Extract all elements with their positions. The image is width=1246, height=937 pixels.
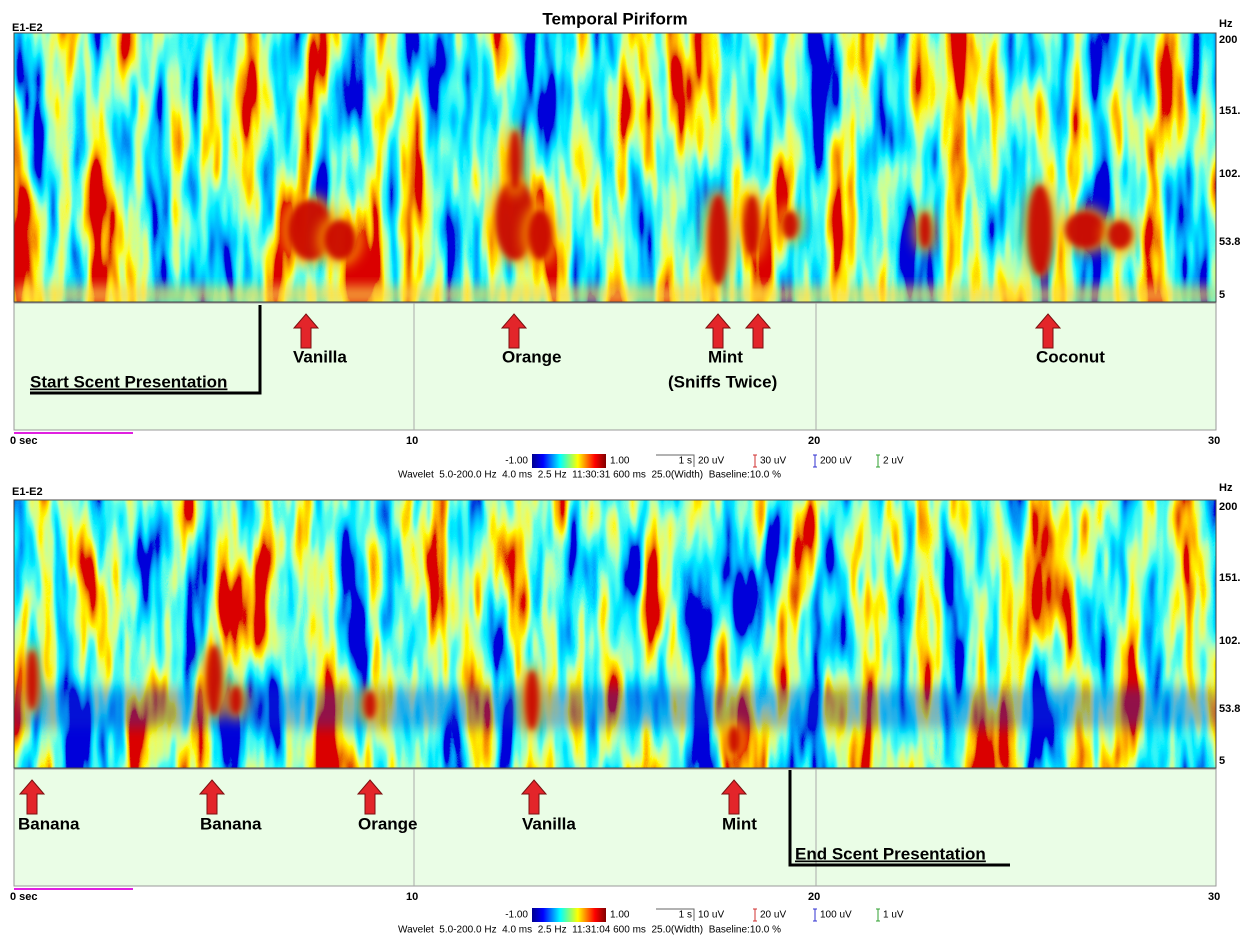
hot-spot	[528, 210, 552, 260]
colorbar	[532, 908, 606, 922]
time-scale: 1 s	[679, 456, 692, 467]
hot-spot	[1065, 212, 1105, 248]
low-band	[14, 688, 1216, 728]
hot-spot	[728, 726, 740, 754]
hot-spot	[744, 195, 760, 255]
hot-spot	[1028, 185, 1052, 275]
freq-label: 102.	[1219, 168, 1240, 180]
time-label: 10	[406, 891, 418, 903]
page: { "title": "Temporal Piriform", "panels"…	[0, 0, 1246, 937]
freq-label: 200	[1219, 34, 1237, 46]
bracket-label: Start Scent Presentation	[30, 372, 227, 391]
spectrogram	[14, 33, 1216, 304]
time-label: 0 sec	[10, 891, 38, 903]
time-label: 30	[1208, 891, 1220, 903]
screen: Temporal Piriform E1-E2 Hz 200 151. 102. 53.8 5…	[0, 0, 1246, 937]
channel-label: E1-E2	[12, 22, 43, 34]
hot-spot	[509, 130, 521, 190]
hot-spot	[230, 686, 242, 714]
time-label: 10	[406, 435, 418, 447]
freq-label: 151.	[1219, 572, 1240, 584]
marker-label: Vanilla	[522, 814, 576, 833]
wavelet-info: Wavelet 5.0-200.0 Hz 4.0 ms 2.5 Hz 11:30…	[398, 470, 781, 481]
time-scale: 1 s	[679, 910, 692, 921]
annotation-area	[14, 303, 1216, 430]
colorbar-max: 1.00	[610, 910, 630, 921]
scale-label: 2 uV	[883, 456, 904, 467]
hot-spot	[324, 220, 356, 260]
time-label: 0 sec	[10, 435, 38, 447]
hot-spot	[364, 691, 376, 719]
hot-spot	[782, 211, 798, 239]
hot-spot	[708, 195, 728, 285]
scale-label: 20 uV	[698, 456, 724, 467]
marker-label: Banana	[200, 814, 262, 833]
colorbar-min: -1.00	[505, 910, 528, 921]
scale-label: 200 uV	[820, 456, 852, 467]
marker-label: Mint	[722, 814, 757, 833]
time-label: 20	[808, 891, 820, 903]
colorbar	[532, 454, 606, 468]
hot-spot	[919, 212, 931, 248]
scale-label: 20 uV	[760, 910, 786, 921]
scale-label: 10 uV	[698, 910, 724, 921]
marker-label: Orange	[358, 814, 418, 833]
unit-label: Hz	[1219, 482, 1233, 494]
freq-label: 53.8	[1219, 236, 1240, 248]
marker-label: Vanilla	[293, 347, 347, 366]
channel-label: E1-E2	[12, 486, 43, 498]
hot-spot	[1108, 221, 1132, 249]
scale-label: 1 uV	[883, 910, 904, 921]
freq-label: 5	[1219, 755, 1225, 767]
hot-spot	[26, 650, 38, 710]
marker-label: Mint	[708, 347, 743, 366]
freq-label: 5	[1219, 289, 1225, 301]
freq-label: 200	[1219, 501, 1237, 513]
scale-label: 30 uV	[760, 456, 786, 467]
colorbar-min: -1.00	[505, 456, 528, 467]
marker-label: Coconut	[1036, 347, 1105, 366]
unit-label: Hz	[1219, 18, 1233, 30]
low-band	[14, 286, 1216, 304]
time-label: 20	[808, 435, 820, 447]
marker-label: Banana	[18, 814, 80, 833]
hot-spot	[206, 645, 222, 715]
hot-spot	[525, 670, 539, 730]
marker-note: (Sniffs Twice)	[668, 372, 777, 391]
freq-label: 102.	[1219, 635, 1240, 647]
freq-label: 151.	[1219, 105, 1240, 117]
spectrogram	[14, 500, 1216, 768]
annotation-area	[14, 769, 1216, 886]
wavelet-info: Wavelet 5.0-200.0 Hz 4.0 ms 2.5 Hz 11:31…	[398, 925, 781, 936]
bracket-label: End Scent Presentation	[795, 844, 986, 863]
scale-label: 100 uV	[820, 910, 852, 921]
colorbar-max: 1.00	[610, 456, 630, 467]
marker-label: Orange	[502, 347, 562, 366]
time-label: 30	[1208, 435, 1220, 447]
title: Temporal Piriform	[542, 9, 687, 28]
freq-label: 53.8	[1219, 703, 1240, 715]
